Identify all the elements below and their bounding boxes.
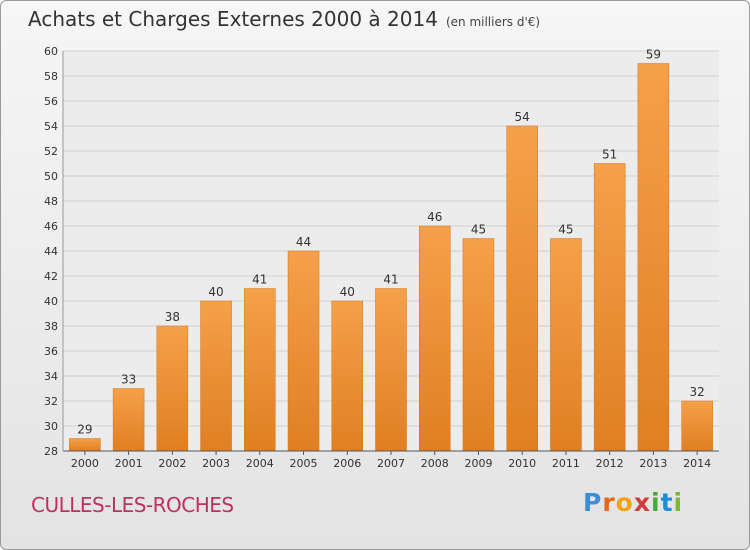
chart-axes: 28 30 32 34 36 38 40 42 44 46 48 50 52 54 56 58 60 2000 20… bbox=[44, 45, 719, 470]
bar-value-label: 44 bbox=[296, 235, 311, 249]
x-tick-label: 2002 bbox=[158, 457, 186, 470]
bar bbox=[331, 300, 364, 452]
bar-value-label: 41 bbox=[383, 273, 398, 287]
y-tick-label: 50 bbox=[44, 170, 58, 183]
bar-value-label: 33 bbox=[121, 373, 136, 387]
x-tick-label: 2010 bbox=[508, 457, 536, 470]
logo-letter: i bbox=[651, 488, 661, 517]
x-tick-label: 2012 bbox=[596, 457, 624, 470]
bar bbox=[593, 163, 626, 452]
y-tick-label: 36 bbox=[44, 345, 58, 358]
x-tick-label: 2003 bbox=[202, 457, 230, 470]
y-tick-label: 56 bbox=[44, 95, 58, 108]
y-tick-label: 40 bbox=[44, 295, 58, 308]
x-tick-label: 2008 bbox=[421, 457, 449, 470]
x-tick-label: 2014 bbox=[683, 457, 711, 470]
y-tick-label: 48 bbox=[44, 195, 58, 208]
chart-bars: 29 33 38 40 41 44 40 41 46 45 54 45 51 59 32 bbox=[69, 48, 713, 452]
chart-subtitle: (en milliers d'€) bbox=[445, 15, 541, 29]
bar-value-label: 46 bbox=[427, 210, 442, 224]
y-tick-label: 46 bbox=[44, 220, 58, 233]
y-tick-label: 32 bbox=[44, 395, 58, 408]
bar-value-label: 38 bbox=[165, 310, 180, 324]
bar-value-label: 41 bbox=[252, 273, 267, 287]
place-name: CULLES-LES-ROCHES bbox=[31, 493, 234, 517]
logo-letter: i bbox=[673, 488, 684, 517]
x-tick-label: 2005 bbox=[290, 457, 318, 470]
x-tick-label: 2001 bbox=[115, 457, 143, 470]
bar-value-label: 32 bbox=[689, 385, 704, 399]
y-tick-label: 38 bbox=[44, 320, 58, 333]
logo-letter: r bbox=[602, 488, 616, 517]
bar-value-label: 59 bbox=[646, 48, 661, 62]
x-tick-label: 2000 bbox=[71, 457, 99, 470]
logo-letter: x bbox=[633, 488, 651, 517]
x-tick-label: 2013 bbox=[639, 457, 667, 470]
bar bbox=[375, 288, 407, 452]
bar bbox=[69, 438, 101, 452]
y-tick-label: 44 bbox=[44, 245, 58, 258]
y-tick-label: 42 bbox=[44, 270, 58, 283]
bar-value-label: 45 bbox=[471, 223, 486, 237]
bar bbox=[506, 125, 538, 452]
bar-value-label: 45 bbox=[558, 223, 573, 237]
logo-letter: P bbox=[583, 488, 603, 517]
x-tick-label: 2004 bbox=[246, 457, 274, 470]
bar-value-label: 29 bbox=[77, 423, 92, 437]
logo-letter: t bbox=[660, 488, 674, 517]
bar bbox=[112, 388, 145, 452]
bar bbox=[156, 325, 189, 452]
x-tick-label: 2007 bbox=[377, 457, 405, 470]
bar bbox=[681, 400, 713, 452]
logo-letter: o bbox=[615, 488, 634, 517]
bar bbox=[200, 300, 232, 452]
bar-value-label: 51 bbox=[602, 148, 617, 162]
bar-value-label: 40 bbox=[340, 285, 355, 299]
bar bbox=[637, 63, 670, 452]
y-tick-label: 34 bbox=[44, 370, 58, 383]
bar-value-label: 40 bbox=[208, 285, 223, 299]
y-tick-label: 28 bbox=[44, 445, 58, 458]
x-tick-label: 2006 bbox=[333, 457, 361, 470]
bar bbox=[287, 250, 320, 452]
proxiti-logo: Proxiti bbox=[583, 488, 683, 517]
bar-value-label: 54 bbox=[515, 110, 530, 124]
bar bbox=[244, 288, 276, 452]
bar bbox=[462, 238, 495, 452]
y-tick-label: 54 bbox=[44, 120, 58, 133]
y-tick-label: 30 bbox=[44, 420, 58, 433]
chart-title: Achats et Charges Externes 2000 à 2014 (e… bbox=[28, 7, 540, 31]
y-tick-label: 52 bbox=[44, 145, 58, 158]
x-tick-label: 2011 bbox=[552, 457, 580, 470]
bar bbox=[550, 238, 582, 452]
y-tick-label: 60 bbox=[44, 45, 58, 58]
chart-title-text: Achats et Charges Externes 2000 à 2014 bbox=[28, 7, 438, 31]
x-tick-label: 2009 bbox=[464, 457, 492, 470]
bar bbox=[418, 225, 451, 452]
y-tick-label: 58 bbox=[44, 70, 58, 83]
